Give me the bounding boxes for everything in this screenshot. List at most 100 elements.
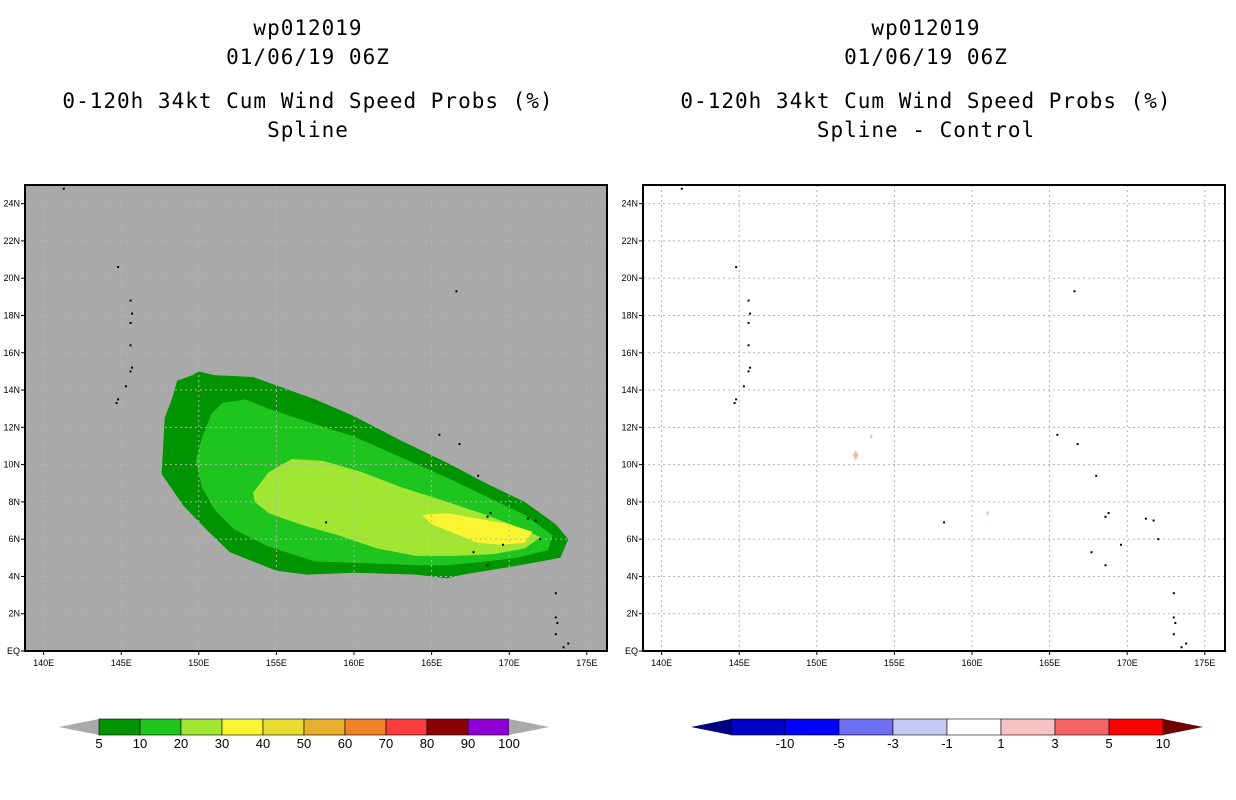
left-y-tick-label: 22N	[3, 236, 20, 246]
left-y-tick-label: 20N	[3, 273, 20, 283]
right-colorbar-segment	[1054, 718, 1110, 736]
right-island	[1172, 616, 1175, 619]
right-colorbar-label: -5	[833, 736, 845, 751]
right-island	[680, 187, 683, 190]
right-island	[1157, 538, 1160, 541]
right-title: wp012019 01/06/19 06Z 0-120h 34kt Cum Wi…	[626, 14, 1226, 145]
left-x-tick-label: 170E	[499, 658, 520, 668]
left-title-method: Spline	[267, 118, 349, 142]
left-y-tick-label: 24N	[3, 199, 20, 209]
right-island	[1144, 517, 1147, 520]
right-colorbar: -10 -5 -3 -1 1 3 5 10	[691, 718, 1203, 751]
left-island	[131, 312, 134, 315]
right-x-tick-label: 165E	[1039, 658, 1060, 668]
left-island	[131, 366, 134, 369]
left-island	[115, 402, 118, 405]
left-island	[554, 633, 557, 636]
left-x-tick-label: 145E	[111, 658, 132, 668]
left-title-datetime: 01/06/19 06Z	[226, 45, 390, 69]
right-title-method: Spline - Control	[816, 118, 1036, 142]
left-island	[562, 646, 565, 649]
right-x-tick-label: 145E	[729, 658, 750, 668]
left-island	[486, 515, 489, 518]
right-island	[1172, 592, 1175, 595]
right-colorbar-segment	[1108, 718, 1164, 736]
right-island	[1152, 519, 1155, 522]
right-colorbar-label: 3	[1051, 736, 1058, 751]
right-map-background	[643, 185, 1225, 651]
right-colorbar-label: 10	[1156, 736, 1170, 751]
left-title-storm-id: wp012019	[253, 16, 363, 40]
left-colorbar-segment	[221, 718, 264, 736]
right-title-storm-id: wp012019	[871, 16, 981, 40]
left-y-tick-label: 6N	[8, 534, 20, 544]
left-island	[325, 521, 328, 524]
left-colorbar-label: 30	[215, 736, 229, 751]
left-colorbar: 5 10 20 30 40 50 60 70 80 90 100	[59, 718, 549, 751]
right-title-product: 0-120h 34kt Cum Wind Speed Probs (%)	[680, 89, 1172, 113]
left-map-frame	[24, 184, 608, 652]
left-island	[554, 616, 557, 619]
left-island	[477, 474, 480, 477]
right-title-datetime: 01/06/19 06Z	[844, 45, 1008, 69]
left-colorbar-label: 20	[174, 736, 188, 751]
left-colorbar-label: 90	[461, 736, 475, 751]
left-y-tick-label: 10N	[3, 460, 20, 470]
right-colorbar-segment	[838, 718, 894, 736]
left-island	[129, 299, 132, 302]
left-x-tick-label: 150E	[188, 658, 209, 668]
right-colorbar-segment	[784, 718, 840, 736]
left-colorbar-label: 70	[379, 736, 393, 751]
right-colorbar-label: -10	[776, 736, 795, 751]
right-island	[747, 299, 750, 302]
right-island	[1056, 433, 1059, 436]
right-colorbar-label: 1	[997, 736, 1004, 751]
left-contour-30-percent	[422, 513, 533, 545]
left-colorbar-segment	[180, 718, 223, 736]
right-x-tick-label: 155E	[884, 658, 905, 668]
right-colorbar-over-triangle	[1163, 719, 1203, 735]
right-island	[1185, 642, 1188, 645]
right-y-tick-label: 24N	[621, 199, 638, 209]
right-island	[943, 521, 946, 524]
right-island	[1073, 290, 1076, 293]
left-island	[486, 564, 489, 567]
left-title-product: 0-120h 34kt Cum Wind Speed Probs (%)	[62, 89, 554, 113]
left-island	[534, 519, 537, 522]
left-y-tick-label: 16N	[3, 348, 20, 358]
left-island	[539, 538, 542, 541]
right-colorbar-label: -1	[941, 736, 953, 751]
right-difference-map: 140E 145E 150E 155E 160E 165E 170E 175E EQ 2N 4N 6N…	[621, 184, 1226, 668]
left-x-tick-label: 160E	[344, 658, 365, 668]
left-colorbar-segment	[303, 718, 346, 736]
right-difference-spot	[869, 434, 873, 440]
right-x-tick-label: 150E	[806, 658, 827, 668]
right-y-tick-label: 10N	[621, 460, 638, 470]
left-island	[129, 370, 132, 373]
right-island	[1090, 551, 1093, 554]
right-difference-spot	[852, 450, 859, 461]
left-island	[117, 398, 120, 401]
right-island	[1095, 474, 1098, 477]
left-island	[567, 642, 570, 645]
right-map-frame	[642, 184, 1226, 652]
right-colorbar-segment	[1000, 718, 1056, 736]
left-colorbar-segment	[98, 718, 141, 736]
left-colorbar-segment	[139, 718, 182, 736]
right-island	[747, 321, 750, 324]
left-colorbar-label: 50	[297, 736, 311, 751]
right-colorbar-segment	[730, 718, 786, 736]
left-y-tick-label: 18N	[3, 310, 20, 320]
right-colorbar-under-triangle	[691, 719, 731, 735]
left-colorbar-label: 80	[420, 736, 434, 751]
left-island	[472, 551, 475, 554]
right-difference-spot	[986, 510, 990, 516]
right-x-tick-label: 170E	[1117, 658, 1138, 668]
right-island	[735, 266, 738, 269]
left-y-tick-label: 4N	[8, 571, 20, 581]
right-island	[747, 344, 750, 347]
right-x-tick-label: 160E	[962, 658, 983, 668]
right-y-tick-label: 8N	[626, 497, 638, 507]
left-colorbar-segment	[385, 718, 428, 736]
left-y-tick-label: 12N	[3, 422, 20, 432]
